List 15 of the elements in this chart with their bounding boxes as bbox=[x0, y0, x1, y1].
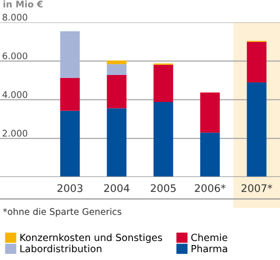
x-tick-label: 2006* bbox=[194, 184, 226, 192]
legend-label: Pharma bbox=[192, 244, 228, 252]
legend-label: Chemie bbox=[191, 234, 228, 242]
legend-label: Konzernkosten und Sonstiges bbox=[20, 234, 162, 244]
x-tick-label: 2004 bbox=[104, 184, 130, 192]
x-tick-label: 2005 bbox=[150, 184, 176, 192]
text: *ohne die Sparte Generics bbox=[3, 208, 122, 217]
y-tick-label: 6.000 bbox=[2, 52, 28, 60]
x-tick-label: 2003 bbox=[58, 184, 82, 192]
y-axis-title: in Mio € bbox=[4, 0, 43, 8]
y-tick-label: 4.000 bbox=[2, 91, 28, 98]
y-tick-label: 8.000 bbox=[2, 14, 28, 21]
y-tick-label: 2.000 bbox=[2, 130, 28, 137]
x-tick-label: 2007* bbox=[242, 184, 272, 192]
legend-label: Labordistribution bbox=[20, 244, 102, 252]
